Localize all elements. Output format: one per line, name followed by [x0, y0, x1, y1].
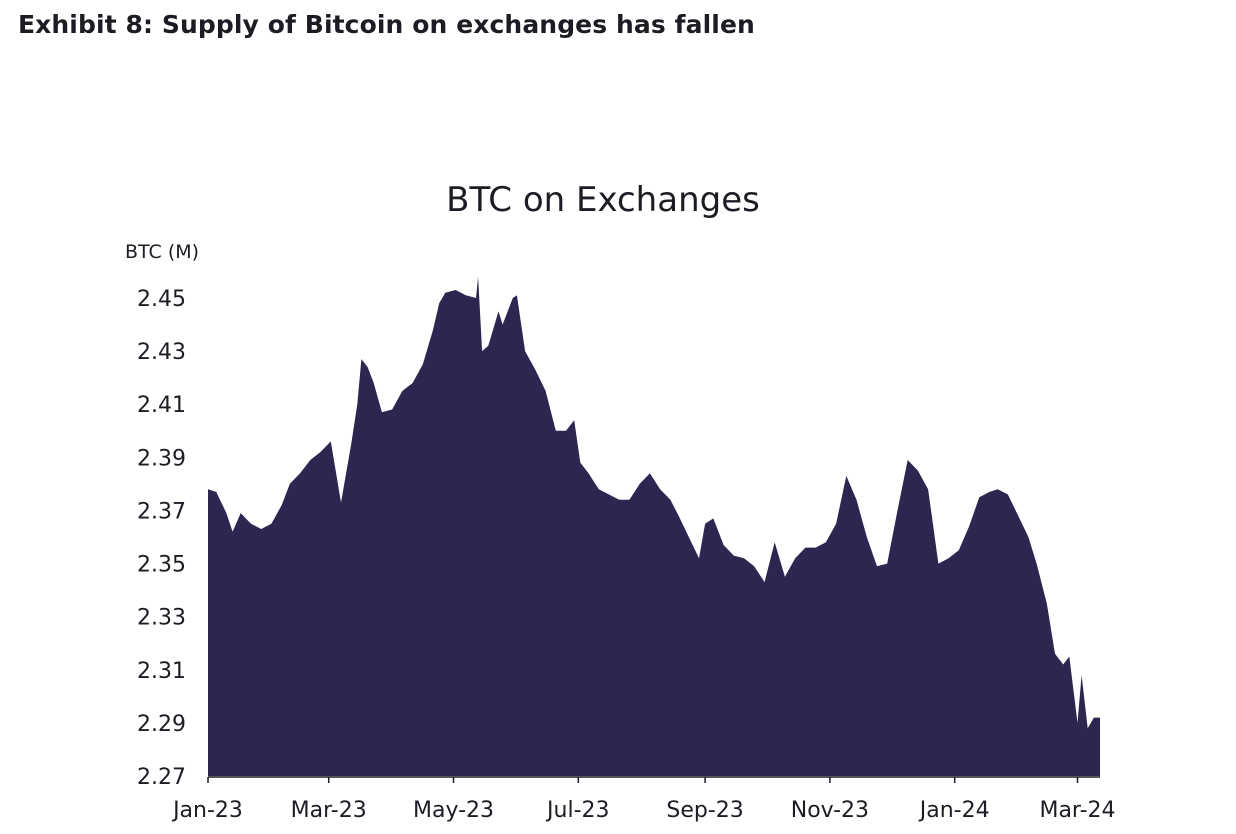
x-tick-label: Sep-23	[666, 798, 743, 823]
btc-supply-area	[208, 276, 1100, 776]
x-tick-label: Mar-23	[291, 798, 367, 823]
y-tick-label: 2.43	[137, 340, 186, 365]
x-tick-label: Nov-23	[791, 798, 869, 823]
y-tick-label: 2.41	[137, 393, 186, 418]
y-axis-unit-label: BTC (M)	[125, 241, 199, 263]
y-axis-ticks: 2.45 2.43 2.41 2.39 2.37 2.35 2.33 2.31 2.29 2.27	[137, 287, 186, 790]
x-axis: Jan-23 Mar-23 May-23 Jul-23 Sep-23 Nov-23 Jan-…	[171, 776, 1116, 823]
x-tick-label: Jul-23	[545, 798, 609, 823]
x-tick-label: Mar-24	[1039, 798, 1115, 823]
x-tick-label: Jan-24	[918, 798, 990, 823]
y-tick-label: 2.29	[137, 712, 186, 737]
x-tick-label: May-23	[413, 798, 494, 823]
exhibit-title: Exhibit 8: Supply of Bitcoin on exchange…	[18, 10, 755, 39]
y-tick-label: 2.31	[137, 659, 186, 684]
area-layer	[208, 276, 1100, 776]
y-tick-label: 2.33	[137, 606, 186, 631]
y-tick-label: 2.27	[137, 765, 186, 790]
y-tick-label: 2.45	[137, 287, 186, 312]
y-tick-label: 2.39	[137, 446, 186, 471]
y-tick-label: 2.35	[137, 553, 186, 578]
x-tick-label: Jan-23	[171, 798, 243, 823]
y-tick-label: 2.37	[137, 499, 186, 524]
chart-title: BTC on Exchanges	[446, 180, 760, 220]
